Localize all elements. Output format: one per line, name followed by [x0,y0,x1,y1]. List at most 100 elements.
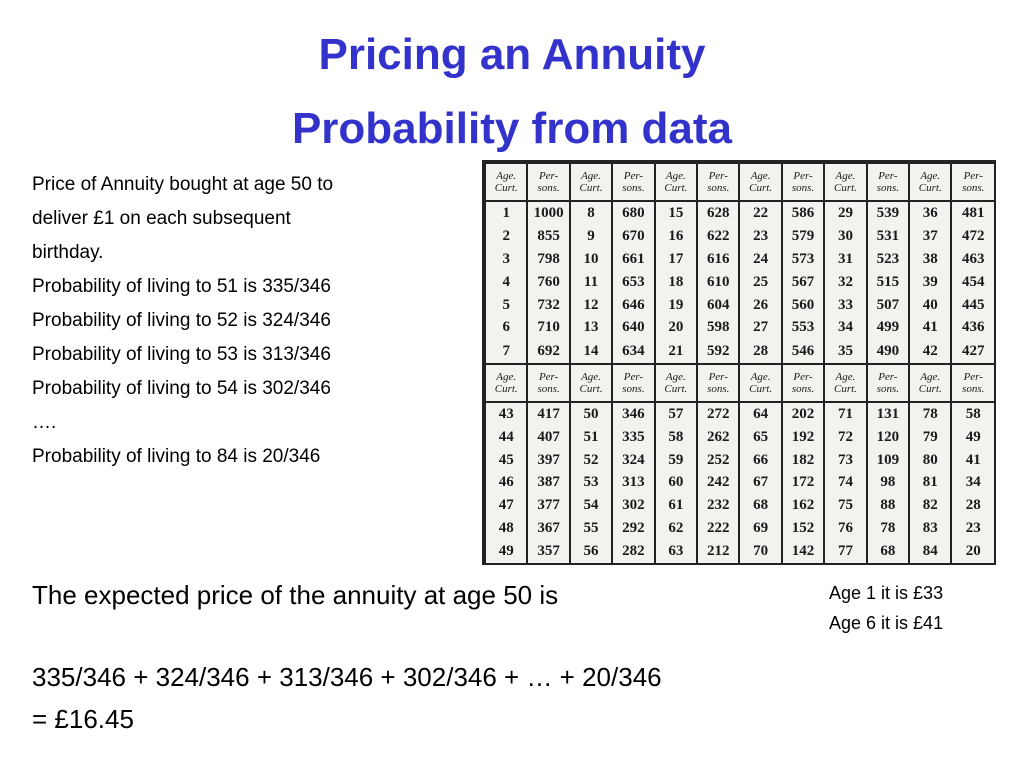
table-cell: 48 [483,517,528,540]
table-cell: 592 [696,339,740,364]
table-cell: 58 [653,425,698,449]
table-cell: 58 [950,401,994,426]
header-cell: Age. Curt. [738,362,782,403]
table-cell: 49 [483,540,528,563]
table-cell: 357 [526,540,570,563]
table-cell: 55 [568,517,613,540]
table-cell: 131 [865,401,910,426]
table-cell: 16 [653,225,698,249]
table-cell: 76 [823,517,867,540]
table-cell: 7 [483,339,528,364]
table-cell: 598 [696,316,740,340]
table-cell: 23 [950,517,994,540]
table-cell: 553 [780,316,825,340]
table-cell: 26 [738,293,782,317]
header-cell: Per-sons. [611,162,655,202]
table-row: 48 367 55 292 62 222 69 152 76 78 83 23 [483,517,994,540]
table-cell: 499 [865,316,910,340]
table-cell: 88 [865,494,910,518]
table-cell: 192 [780,425,825,449]
header-cell: Per-sons. [780,162,825,202]
slide-title: Probability from data [291,104,733,153]
table-cell: 573 [780,248,825,271]
table-cell: 4 [483,270,528,294]
header-cell: Per-sons. [950,162,994,202]
table-cell: 14 [568,339,613,364]
table-cell: 9 [568,225,613,249]
table-cell: 2 [483,225,528,249]
table-cell: 640 [611,316,655,340]
table-row: 1 1000 8 680 15 628 22 586 29 539 36 481 [483,201,994,226]
table-cell: 35 [823,339,867,364]
table-cell: 39 [908,270,952,294]
table-cell: 71 [823,401,867,426]
table-cell: 30 [823,225,867,249]
table-cell: 44 [483,425,528,449]
table-cell: 616 [696,248,740,271]
table-cell: 302 [611,494,655,518]
table-cell: 69 [738,517,782,540]
table-cell: 539 [865,201,910,226]
slide-title: Pricing an Annuity [318,30,706,79]
table-cell: 78 [865,517,910,540]
table-cell: 222 [696,517,740,540]
table-row: 3 798 10 661 17 616 24 573 31 523 38 463 [483,248,994,271]
table-cell: 53 [568,471,613,495]
header-cell: Age. Curt. [823,162,867,202]
table-cell: 42 [908,339,952,364]
table-cell: 61 [653,494,698,518]
table-cell: 68 [738,494,782,518]
table-cell: 12 [568,293,613,317]
table-row: 43 417 50 346 57 272 64 202 71 131 78 58 [483,401,994,426]
table-cell: 40 [908,293,952,317]
side-note: Age 1 it is £33 Age 6 it is £41 [829,578,943,638]
table-cell: 586 [780,201,825,226]
header-cell: Per-sons. [865,162,910,202]
table-cell: 29 [823,201,867,226]
table-cell: 377 [526,494,570,518]
table-cell: 20 [950,540,994,563]
table-cell: 622 [696,225,740,249]
text-line: birthday. [32,242,104,263]
table-cell: 67 [738,471,782,495]
header-cell: Age. Curt. [738,162,782,202]
table-cell: 32 [823,270,867,294]
table-cell: 292 [611,517,655,540]
header-cell: Age. Curt. [483,362,528,403]
table-cell: 19 [653,293,698,317]
table-cell: 523 [865,248,910,271]
header-cell: Per-sons. [865,362,910,403]
table-cell: 109 [865,448,910,472]
header-cell: Per-sons. [780,362,825,403]
header-cell: Age. Curt. [483,162,528,202]
table-cell: 73 [823,448,867,472]
table-cell: 367 [526,517,570,540]
table-cell: 45 [483,448,528,472]
table: Age. Curt. Per-sons. Age. Curt. Per-sons. Ag… [483,162,994,563]
table-cell: 481 [950,201,994,226]
table-row: 7 692 14 634 21 592 28 546 35 490 42 427 [483,339,994,364]
table-row: 44 407 51 335 58 262 65 192 72 120 79 49 [483,425,994,449]
table-row: 4 760 11 653 18 610 25 567 32 515 39 454 [483,270,994,294]
table-cell: 6 [483,316,528,340]
table-cell: 546 [780,339,825,364]
table-cell: 252 [696,448,740,472]
table-cell: 72 [823,425,867,449]
table-cell: 75 [823,494,867,518]
table-cell: 628 [696,201,740,226]
table-cell: 262 [696,425,740,449]
table-cell: 41 [908,316,952,340]
table-cell: 66 [738,448,782,472]
table-cell: 634 [611,339,655,364]
table-row: 5 732 12 646 19 604 26 560 33 507 40 445 [483,293,994,317]
header-cell: Per-sons. [526,362,570,403]
table-row: 6 710 13 640 20 598 27 553 34 499 41 436 [483,316,994,340]
table-cell: 20 [653,316,698,340]
table-cell: 63 [653,540,698,563]
table-cell: 680 [611,201,655,226]
table-cell: 202 [780,401,825,426]
text-line: …. [32,412,57,433]
table-cell: 74 [823,471,867,495]
table-cell: 33 [823,293,867,317]
header-cell: Age. Curt. [653,362,698,403]
